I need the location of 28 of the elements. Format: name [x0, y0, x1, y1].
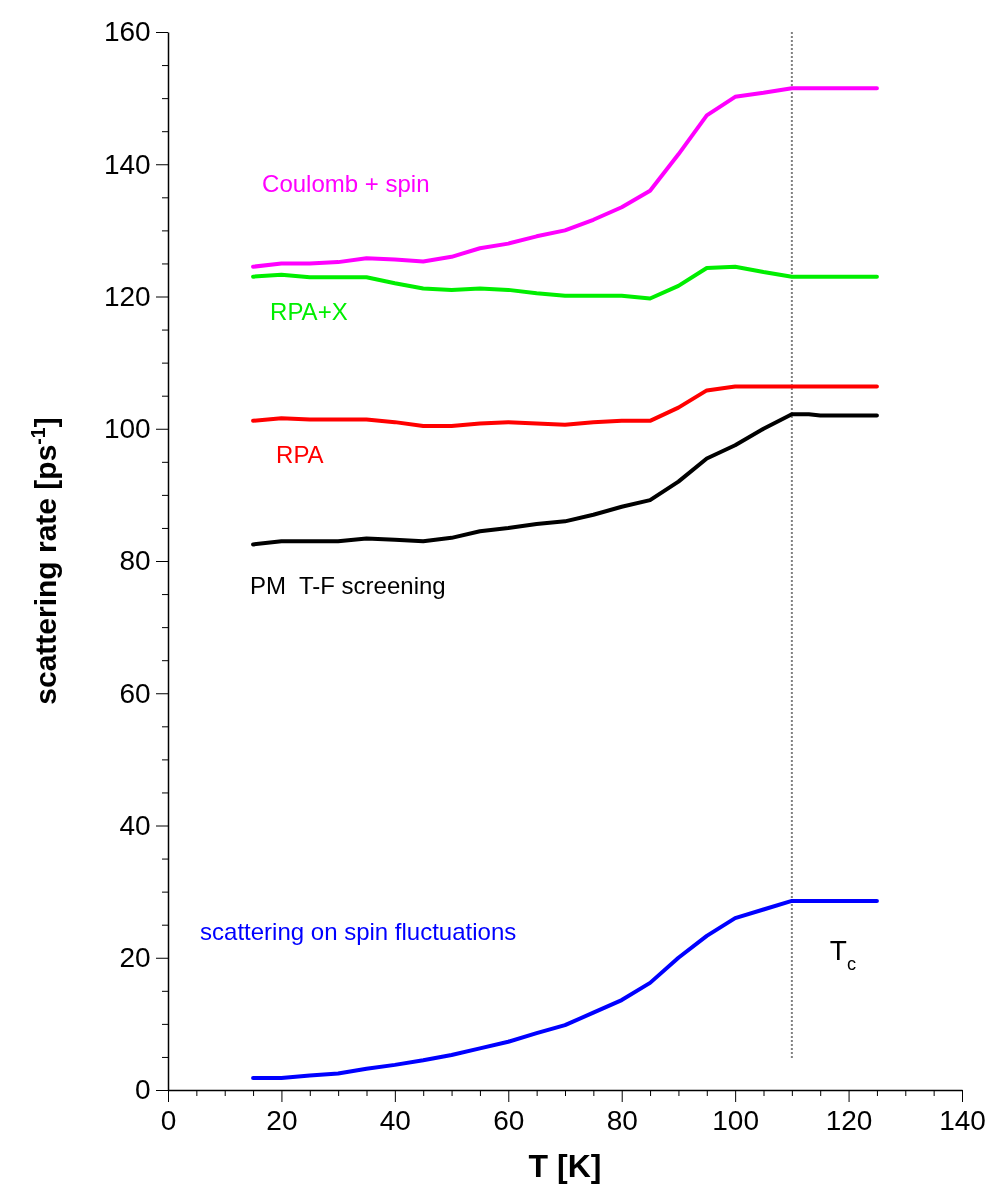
y-tick-label: 40 [119, 809, 151, 841]
y-tick-label: 60 [119, 677, 151, 709]
x-tick-label: 60 [493, 1104, 525, 1136]
text: scattering on spin fluctuations [200, 918, 517, 946]
x-tick-label: 80 [606, 1104, 638, 1136]
x-tick-label: 40 [379, 1104, 411, 1136]
series-label: RPA+X [270, 297, 348, 325]
text: Coulomb + spin [262, 169, 430, 197]
x-axis-title: T [K] [528, 1148, 602, 1184]
series-label: PM T-F screening [250, 572, 446, 600]
line-series [251, 86, 879, 269]
line-series [251, 384, 879, 429]
y-tick-label: 80 [119, 545, 151, 577]
x-tick-label: 120 [825, 1104, 873, 1136]
y-tick-label: 160 [103, 16, 151, 48]
x-tick-label: 0 [160, 1104, 177, 1136]
y-tick-label: 0 [135, 1074, 151, 1106]
y-tick-label: 20 [119, 942, 151, 974]
ref-line-label: T$_{c}$ [829, 935, 857, 974]
y-tick-label: 120 [103, 280, 151, 312]
line-series [251, 264, 879, 301]
x-tick-label: 140 [939, 1104, 986, 1136]
line-series [251, 412, 879, 547]
x-tick-label: 100 [712, 1104, 759, 1136]
series-label: RPA [276, 440, 324, 468]
y-tick-label: 140 [103, 148, 151, 180]
y-tick-label: 100 [103, 413, 151, 445]
x-tick-label: 20 [266, 1104, 298, 1136]
